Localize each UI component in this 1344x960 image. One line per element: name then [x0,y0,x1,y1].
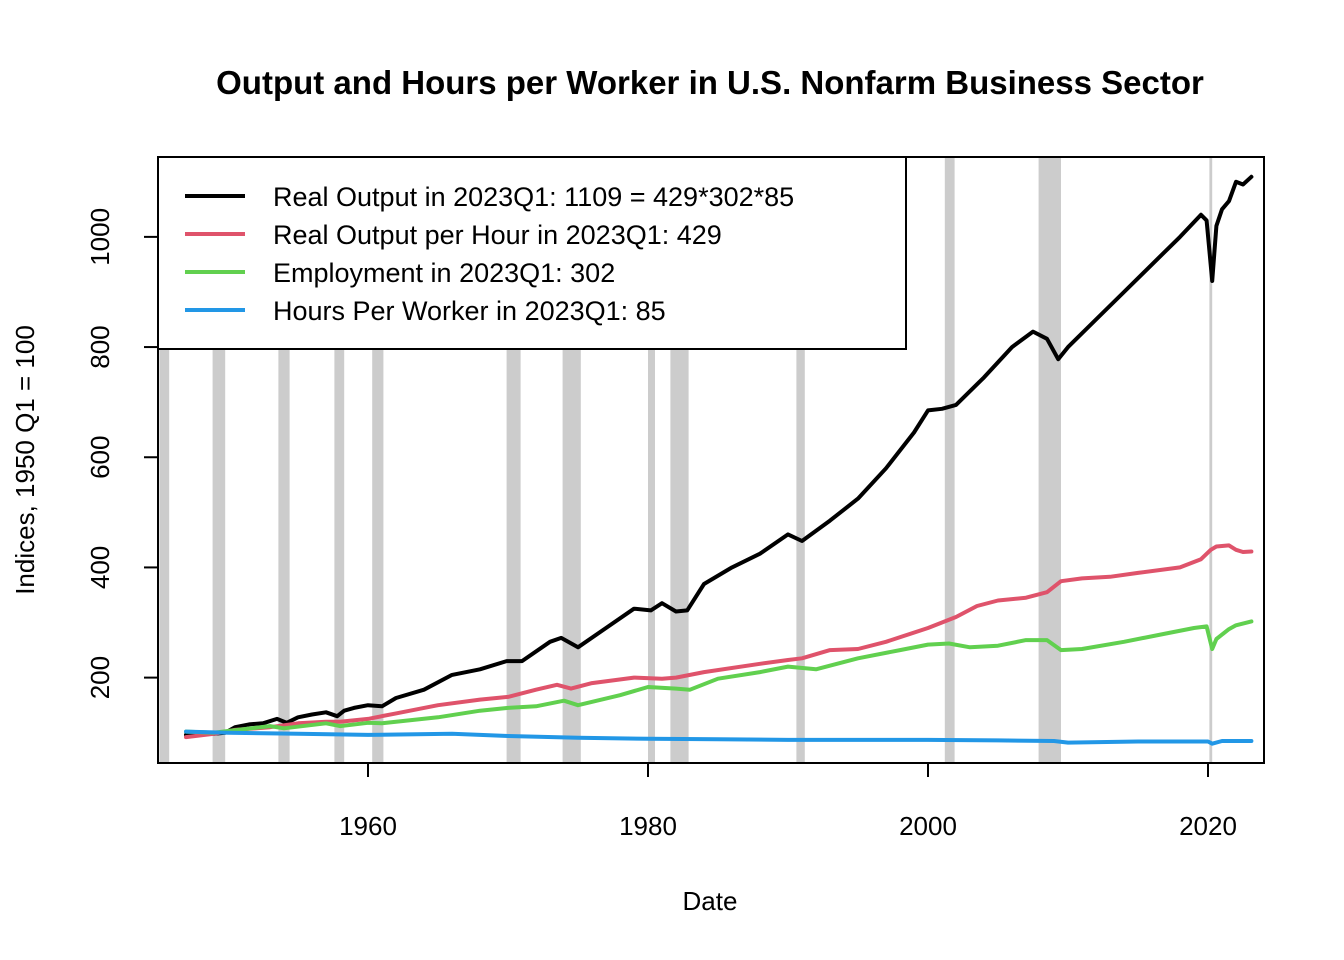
legend: Real Output in 2023Q1: 1109 = 429*302*85… [157,156,907,350]
series-line-4 [184,729,1254,746]
y-tick-label: 600 [85,436,115,479]
recession-band [159,157,170,763]
legend-label: Real Output per Hour in 2023Q1: 429 [273,220,722,250]
series-line-1 [184,174,1254,737]
x-tick-label: 2000 [899,811,957,841]
recession-band [796,157,805,763]
y-tick-label: 200 [85,656,115,699]
x-tick-label: 1960 [339,811,397,841]
recession-band [648,157,655,763]
data-series [184,174,1254,746]
y-tick-label: 800 [85,325,115,368]
legend-label: Employment in 2023Q1: 302 [273,258,615,288]
recession-band [944,157,955,763]
y-tick-label: 1000 [85,208,115,266]
y-tick-label: 400 [85,546,115,589]
recession-band [1038,157,1061,763]
recession-band [278,157,290,763]
x-axis-label: Date [683,886,738,916]
legend-box [157,156,907,350]
y-axis: 200 400 600 800 1000 [85,208,159,699]
legend-label: Real Output in 2023Q1: 1109 = 429*302*85 [273,182,794,212]
series-line-2 [184,543,1254,740]
x-tick-label: 2020 [1179,811,1237,841]
x-tick-label: 1980 [619,811,677,841]
recession-band [334,157,345,763]
recession-band [372,157,384,763]
y-axis-label: Indices, 1950 Q1 = 100 [10,325,40,595]
recession-band [1209,157,1213,763]
legend-label: Hours Per Worker in 2023Q1: 85 [273,296,666,326]
series-line-3 [184,619,1254,735]
x-axis: 1960 1980 2000 2020 [339,762,1237,841]
chart-title: Output and Hours per Worker in U.S. Nonf… [216,64,1204,101]
